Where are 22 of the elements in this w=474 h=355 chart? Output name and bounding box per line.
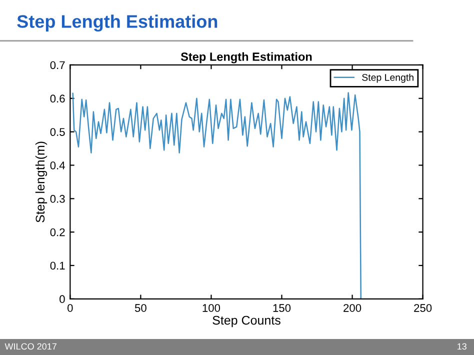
y-tick-label: 0.4 (50, 161, 65, 170)
text: 13 (458, 343, 466, 350)
text: Step Length Estimation (17, 14, 218, 32)
x-tick-label: 100 (202, 304, 220, 312)
x-tick-label: 150 (273, 304, 291, 312)
y-tick-label: 0.2 (50, 228, 65, 236)
y-tick-label: 0.1 (50, 262, 65, 270)
text: WILCO 2017 (4, 343, 56, 350)
x-tick-label: 250 (414, 304, 432, 312)
x-tick-label: 0 (67, 304, 73, 312)
y-tick-label: 0.7 (50, 61, 65, 70)
line-series (72, 92, 362, 299)
y-axis-title: Step length(m) (35, 142, 48, 222)
y-tick-label: 0.3 (50, 194, 65, 203)
y-tick-label: 0.5 (50, 128, 65, 136)
x-axis-title: Step Counts (212, 316, 280, 328)
y-tick-label: 0.6 (50, 94, 65, 103)
x-tick-label: 50 (134, 304, 146, 312)
legend-label: Step Length (362, 74, 414, 83)
chart-title: Step Length Estimation (180, 52, 312, 64)
y-tick-label: 0 (60, 295, 65, 304)
x-tick-label: 200 (344, 304, 362, 312)
